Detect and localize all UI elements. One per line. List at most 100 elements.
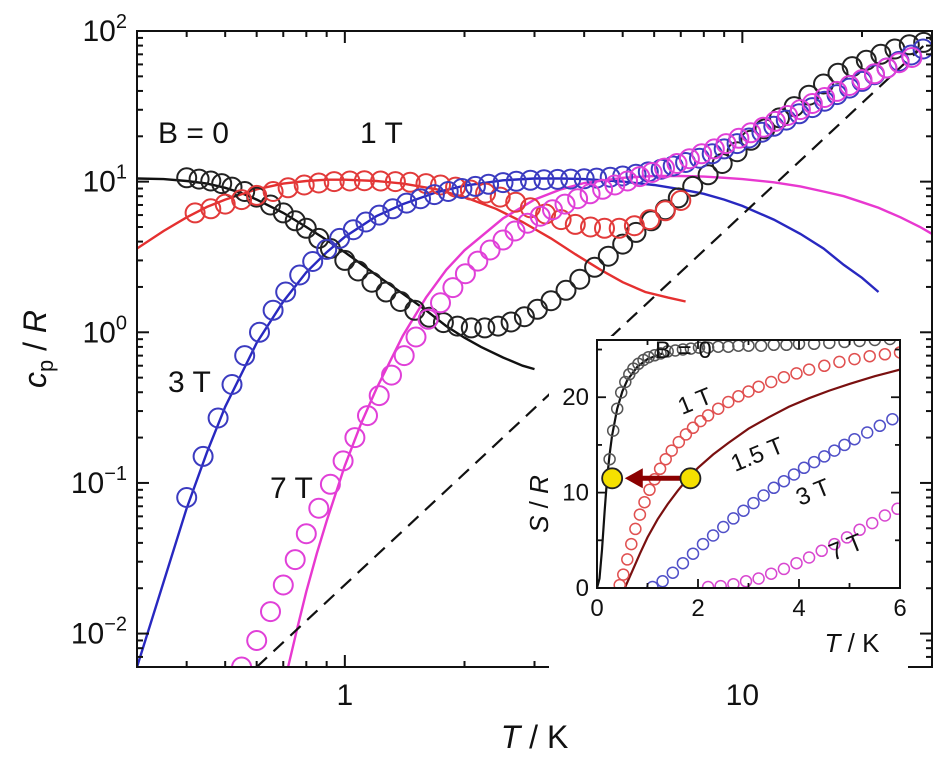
main-point-exp_3T xyxy=(533,169,555,191)
inset-point-S_1T xyxy=(665,444,678,457)
inset-point-S_1T xyxy=(643,483,656,497)
main-point-exp_7T xyxy=(752,116,774,138)
inset-point-S_B0 xyxy=(807,340,821,351)
main-point-exp_7T xyxy=(504,220,526,242)
inset-point-S_3T xyxy=(787,468,801,481)
inset-point-S_3T xyxy=(767,481,781,495)
main-y-tick-label: 101 xyxy=(83,162,128,199)
main-y-axis-var: c xyxy=(17,372,53,388)
main-x-axis-title: T / K xyxy=(501,719,569,755)
inset-point-S_7T xyxy=(714,579,727,588)
main-point-exp_3T xyxy=(316,238,338,260)
main-point-exp_7T xyxy=(678,148,700,170)
main-point-exp_7T xyxy=(789,99,811,121)
inset-point-S_3T xyxy=(686,547,700,560)
main-point-exp_3T xyxy=(464,175,486,197)
main-y-tick-base: 10 xyxy=(71,618,104,651)
inset-point-S_1T xyxy=(653,462,667,476)
inset-point-S_B0 xyxy=(669,344,682,357)
main-point-exp_3T xyxy=(176,487,198,508)
main-point-exp_7T xyxy=(467,250,489,272)
inset-point-S_7T xyxy=(853,523,866,537)
main-point-exp_1T xyxy=(505,191,527,213)
inset-y-axis-title: S / R xyxy=(524,475,554,533)
inset-point-S_3T xyxy=(818,450,831,463)
inset-y-tick-label: 20 xyxy=(562,384,589,411)
inset-point-S_3T xyxy=(696,537,710,551)
inset-point-S_7T xyxy=(777,562,791,576)
inset-label-b-zero-text: B = 0 xyxy=(655,337,712,364)
label-3-tesla-text: 3 T xyxy=(168,366,211,399)
main-point-exp_1T xyxy=(475,182,497,204)
main-point-exp_B0 xyxy=(176,167,198,189)
inset-point-S_7T xyxy=(865,516,879,530)
main-point-exp_7T xyxy=(777,105,799,126)
main-point-exp_1T xyxy=(580,216,601,238)
main-y-tick-exp: 0 xyxy=(116,312,127,334)
inset-x-axis-unit: K xyxy=(862,628,880,658)
main-point-exp_7T xyxy=(554,193,576,215)
inset-point-S_7T xyxy=(727,577,740,588)
highlight-point xyxy=(679,467,702,490)
main-point-exp_B0 xyxy=(272,202,294,224)
inset-point-S_1T xyxy=(818,359,831,373)
inset-line-S_1_5T xyxy=(623,368,900,588)
main-point-exp_7T xyxy=(567,188,589,210)
main-point-exp_B0 xyxy=(347,260,369,282)
inset-point-S_7T xyxy=(878,509,892,522)
main-point-exp_7T xyxy=(801,93,823,114)
main-point-exp_1T xyxy=(639,209,661,231)
inset-point-S_7T xyxy=(802,551,816,564)
main-x-axis-sep: / xyxy=(520,719,547,755)
main-point-exp_B0 xyxy=(500,311,522,333)
main-point-exp_3T xyxy=(382,198,404,220)
inset-point-S_7T xyxy=(891,502,900,516)
main-point-exp_7T xyxy=(442,277,464,299)
main-point-exp_7T xyxy=(517,212,538,234)
main-point-exp_1T xyxy=(608,217,630,239)
inset-point-S_7T xyxy=(764,567,778,580)
inset-point-S_1T xyxy=(802,363,816,376)
main-y-axis-unit: R xyxy=(17,310,53,333)
main-point-exp_B0 xyxy=(474,317,496,339)
main-point-exp_1T xyxy=(384,171,406,193)
inset-point-S_7T xyxy=(752,572,765,585)
main-point-exp_7T xyxy=(629,166,651,188)
main-point-exp_3T xyxy=(423,184,445,206)
main-y-tick-label: 10−2 xyxy=(71,614,127,651)
main-point-exp_3T xyxy=(368,204,390,226)
main-point-exp_1T xyxy=(308,172,330,194)
main-point-exp_1T xyxy=(293,174,315,196)
main-point-exp_B0 xyxy=(389,291,411,312)
inset-point-S_B0 xyxy=(648,349,661,362)
main-point-exp_7T xyxy=(691,143,713,165)
main-point-exp_7T xyxy=(393,345,415,367)
inset-point-S_1T xyxy=(617,568,630,581)
main-point-exp_3T xyxy=(573,168,595,190)
main-point-exp_1T xyxy=(489,186,511,208)
main-point-exp_7T xyxy=(284,549,306,571)
main-point-exp_3T xyxy=(221,374,243,395)
inset-point-S_3T xyxy=(838,438,851,452)
inset-point-S_1T xyxy=(686,421,700,435)
main-point-exp_B0 xyxy=(612,233,634,255)
inset-point-S_3T xyxy=(676,556,690,570)
inset-point-S_1T xyxy=(777,370,791,384)
main-point-exp_B0 xyxy=(447,315,468,337)
main-point-exp_3T xyxy=(519,169,541,191)
main-point-exp_B0 xyxy=(375,281,397,303)
main-point-exp_1T xyxy=(339,170,361,192)
inset-point-S_1T xyxy=(638,495,651,509)
main-point-exp_7T xyxy=(272,574,294,596)
main-y-axis-title: cp / R xyxy=(17,310,58,388)
main-markers xyxy=(176,31,932,667)
inset-y-tick-label: 10 xyxy=(562,480,589,507)
main-point-exp_7T xyxy=(308,497,330,519)
main-point-exp_7T xyxy=(851,69,873,91)
main-point-exp_7T xyxy=(319,473,341,495)
inset-point-S_3T xyxy=(873,419,887,433)
main-point-exp_7T xyxy=(839,75,860,96)
main-point-exp_7T xyxy=(368,385,390,407)
main-line-fit_3T xyxy=(137,177,880,667)
inset-point-S_3T xyxy=(706,529,720,542)
